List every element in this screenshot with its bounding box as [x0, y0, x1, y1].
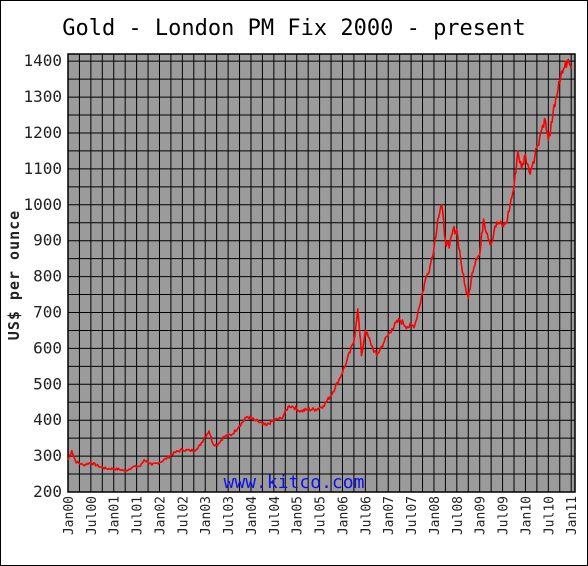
y-tick-label: 900 — [33, 231, 62, 250]
x-tick-label: Jul01 — [131, 496, 146, 535]
x-tick-label: Jul03 — [222, 496, 237, 535]
x-tick-label: Jan00 — [62, 496, 77, 535]
x-tick-label: Jul02 — [176, 496, 191, 535]
x-tick-label: Jul10 — [542, 496, 557, 535]
x-tick-label: Jan06 — [336, 496, 351, 535]
x-tick-label: Jan07 — [382, 496, 397, 535]
y-tick-label: 500 — [33, 374, 62, 393]
x-tick-labels: Jan00 Jul00 Jan01 Jul01 Jan02 Jul02 Jan03 Jul03… — [62, 496, 580, 535]
y-tick-label: 700 — [33, 302, 62, 321]
plot-area — [68, 54, 575, 492]
series-line — [67, 58, 572, 472]
x-tick-label: Jul09 — [497, 496, 512, 535]
x-tick-label: Jul04 — [268, 496, 283, 535]
plot-border — [67, 53, 576, 493]
y-axis-label: US$ per ounce — [5, 210, 23, 340]
x-tick-label: Jul05 — [314, 496, 329, 535]
x-tick-label: Jan11 — [565, 496, 580, 535]
x-tick-label: Jan02 — [153, 496, 168, 535]
watermark: www.kitco.com — [224, 472, 365, 493]
x-tick-label: Jan05 — [291, 496, 306, 535]
y-tick-label: 400 — [33, 410, 62, 429]
x-tick-label: Jul07 — [405, 496, 420, 535]
y-tick-label: 200 — [33, 482, 62, 501]
x-tick-label: Jul00 — [85, 496, 100, 535]
x-tick-label: Jan01 — [108, 496, 123, 535]
y-tick-label: 300 — [33, 446, 62, 465]
y-tick-label: 1400 — [23, 51, 62, 70]
series-layer — [67, 58, 572, 472]
x-tick-label: Jan10 — [519, 496, 534, 535]
grid — [67, 53, 576, 493]
y-tick-labels: 200 300 400 500 600 700 800 900 1000 1100 1200 1300… — [23, 51, 62, 501]
y-tick-label: 1200 — [23, 123, 62, 142]
x-tick-label: Jan03 — [199, 496, 214, 535]
y-tick-label: 1000 — [23, 195, 62, 214]
y-tick-label: 1100 — [23, 159, 62, 178]
chart-title: Gold - London PM Fix 2000 - present — [62, 16, 526, 41]
x-tick-label: Jan04 — [245, 496, 260, 535]
x-tick-label: Jan09 — [474, 496, 489, 535]
x-tick-label: Jan08 — [428, 496, 443, 535]
y-tick-label: 800 — [33, 267, 62, 286]
x-tick-label: Jul08 — [451, 496, 466, 535]
y-tick-label: 600 — [33, 338, 62, 357]
x-tick-label: Jul06 — [359, 496, 374, 535]
y-tick-label: 1300 — [23, 87, 62, 106]
